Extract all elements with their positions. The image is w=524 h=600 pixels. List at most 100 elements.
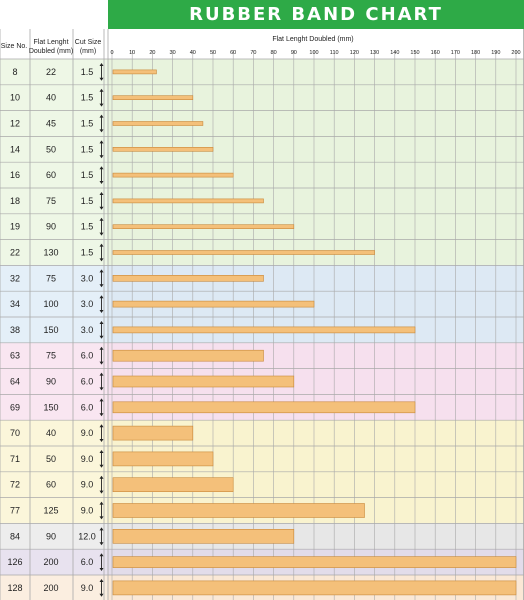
flat-length-cell: 75 bbox=[46, 196, 56, 206]
arrow-head-down bbox=[99, 568, 104, 571]
arrow-head-up bbox=[99, 553, 104, 557]
flat-length-bar bbox=[112, 503, 365, 518]
flat-length-cell: 125 bbox=[43, 506, 58, 516]
arrow-head-down bbox=[99, 181, 104, 184]
size-no-cell: 72 bbox=[10, 480, 20, 490]
cut-size-cell: 1.5 bbox=[81, 144, 94, 154]
double-arrow-icon bbox=[99, 166, 104, 184]
double-arrow-icon bbox=[99, 192, 104, 210]
cut-size-cell: 9.0 bbox=[81, 480, 94, 490]
arrow-head-down bbox=[99, 361, 104, 365]
size-no-cell: 18 bbox=[10, 196, 20, 206]
arrow-head-up bbox=[99, 398, 104, 402]
cut-size-cell: 6.0 bbox=[81, 557, 94, 567]
flat-length-bar bbox=[112, 172, 234, 178]
flat-length-cell: 90 bbox=[46, 377, 56, 387]
cut-size-cell: 1.5 bbox=[81, 196, 94, 206]
header-flat-line2: Doubled (mm) bbox=[29, 48, 73, 55]
x-tick-label: 180 bbox=[471, 50, 480, 56]
size-no-cell: 16 bbox=[10, 170, 20, 180]
arrow-head-up bbox=[99, 192, 104, 195]
header-background bbox=[0, 29, 524, 59]
arrow-head-up bbox=[99, 346, 104, 350]
flat-length-cell: 90 bbox=[46, 222, 56, 232]
axis-title: Flat Lenght Doubled (mm) bbox=[272, 36, 353, 43]
size-no-cell: 8 bbox=[12, 67, 17, 77]
double-arrow-icon bbox=[99, 243, 104, 262]
row-label-background bbox=[0, 394, 108, 421]
cut-size-cell: 9.0 bbox=[81, 428, 94, 438]
double-arrow-icon bbox=[99, 450, 104, 468]
cut-size-cell: 9.0 bbox=[81, 454, 94, 464]
x-tick-label: 120 bbox=[350, 50, 359, 56]
row-label-background bbox=[0, 368, 108, 395]
flat-length-cell: 75 bbox=[46, 273, 56, 283]
size-no-cell: 22 bbox=[10, 248, 20, 258]
row-label-background bbox=[0, 342, 108, 369]
double-arrow-icon bbox=[99, 346, 104, 365]
arrow-head-down bbox=[99, 103, 104, 107]
double-arrow-icon bbox=[99, 475, 104, 494]
cut-size-cell: 12.0 bbox=[78, 531, 96, 541]
size-no-cell: 69 bbox=[10, 402, 20, 412]
x-tick-label: 140 bbox=[390, 50, 399, 56]
flat-length-cell: 40 bbox=[46, 428, 56, 438]
size-no-cell: 128 bbox=[7, 583, 22, 593]
arrow-head-up bbox=[99, 424, 104, 428]
arrow-head-down bbox=[99, 413, 104, 417]
flat-length-bar bbox=[112, 224, 295, 229]
arrow-head-up bbox=[99, 243, 104, 247]
flat-length-cell: 60 bbox=[46, 480, 56, 490]
cut-size-cell: 1.5 bbox=[81, 93, 94, 103]
arrow-head-down bbox=[99, 516, 104, 520]
row-label-background bbox=[0, 162, 108, 188]
cut-size-cell: 3.0 bbox=[81, 273, 94, 283]
header-size-no: Size No. bbox=[1, 43, 28, 50]
size-no-cell: 126 bbox=[7, 557, 22, 567]
size-no-cell: 10 bbox=[10, 93, 20, 103]
double-arrow-icon bbox=[99, 553, 104, 571]
cut-size-cell: 9.0 bbox=[81, 583, 94, 593]
arrow-head-up bbox=[99, 372, 104, 376]
flat-length-bar bbox=[112, 300, 315, 308]
row-label-background bbox=[0, 446, 108, 472]
double-arrow-icon bbox=[99, 88, 104, 107]
row-plot-background bbox=[108, 59, 524, 85]
arrow-head-down bbox=[99, 155, 104, 159]
x-tick-label: 30 bbox=[170, 50, 176, 56]
header-cut-line1: Cut Size bbox=[75, 39, 102, 46]
flat-length-bar bbox=[112, 198, 264, 204]
flat-length-bar bbox=[112, 580, 517, 596]
arrow-head-up bbox=[99, 501, 104, 505]
flat-length-cell: 90 bbox=[46, 531, 56, 541]
row-label-background bbox=[0, 136, 108, 163]
header-cut-line2: (mm) bbox=[80, 48, 96, 55]
chart-title: RUBBER BAND CHART bbox=[108, 0, 524, 29]
x-tick-label: 0 bbox=[110, 50, 113, 56]
flat-length-cell: 22 bbox=[46, 67, 56, 77]
flat-length-bar bbox=[112, 375, 295, 388]
flat-length-cell: 200 bbox=[43, 557, 58, 567]
size-no-cell: 70 bbox=[10, 428, 20, 438]
double-arrow-icon bbox=[99, 527, 104, 546]
arrow-head-down bbox=[99, 439, 104, 442]
x-tick-label: 70 bbox=[250, 50, 256, 56]
arrow-head-up bbox=[99, 140, 104, 144]
cut-size-cell: 6.0 bbox=[81, 402, 94, 412]
row-label-background bbox=[0, 497, 108, 524]
bars bbox=[112, 69, 517, 596]
size-no-cell: 19 bbox=[10, 222, 20, 232]
row-label-background bbox=[0, 523, 108, 550]
flat-length-bar bbox=[112, 556, 517, 568]
arrow-head-down bbox=[99, 232, 104, 236]
row-label-background bbox=[0, 317, 108, 343]
double-arrow-icon bbox=[99, 63, 104, 81]
arrow-head-down bbox=[99, 129, 104, 133]
flat-length-bar bbox=[112, 451, 214, 467]
flat-length-bar bbox=[112, 326, 416, 334]
column-headers: Size No. Flat Lenght Doubled (mm) Cut Si… bbox=[1, 36, 354, 55]
size-no-cell: 32 bbox=[10, 273, 20, 283]
double-arrow-icon bbox=[99, 295, 104, 313]
double-arrow-icon bbox=[99, 217, 104, 236]
